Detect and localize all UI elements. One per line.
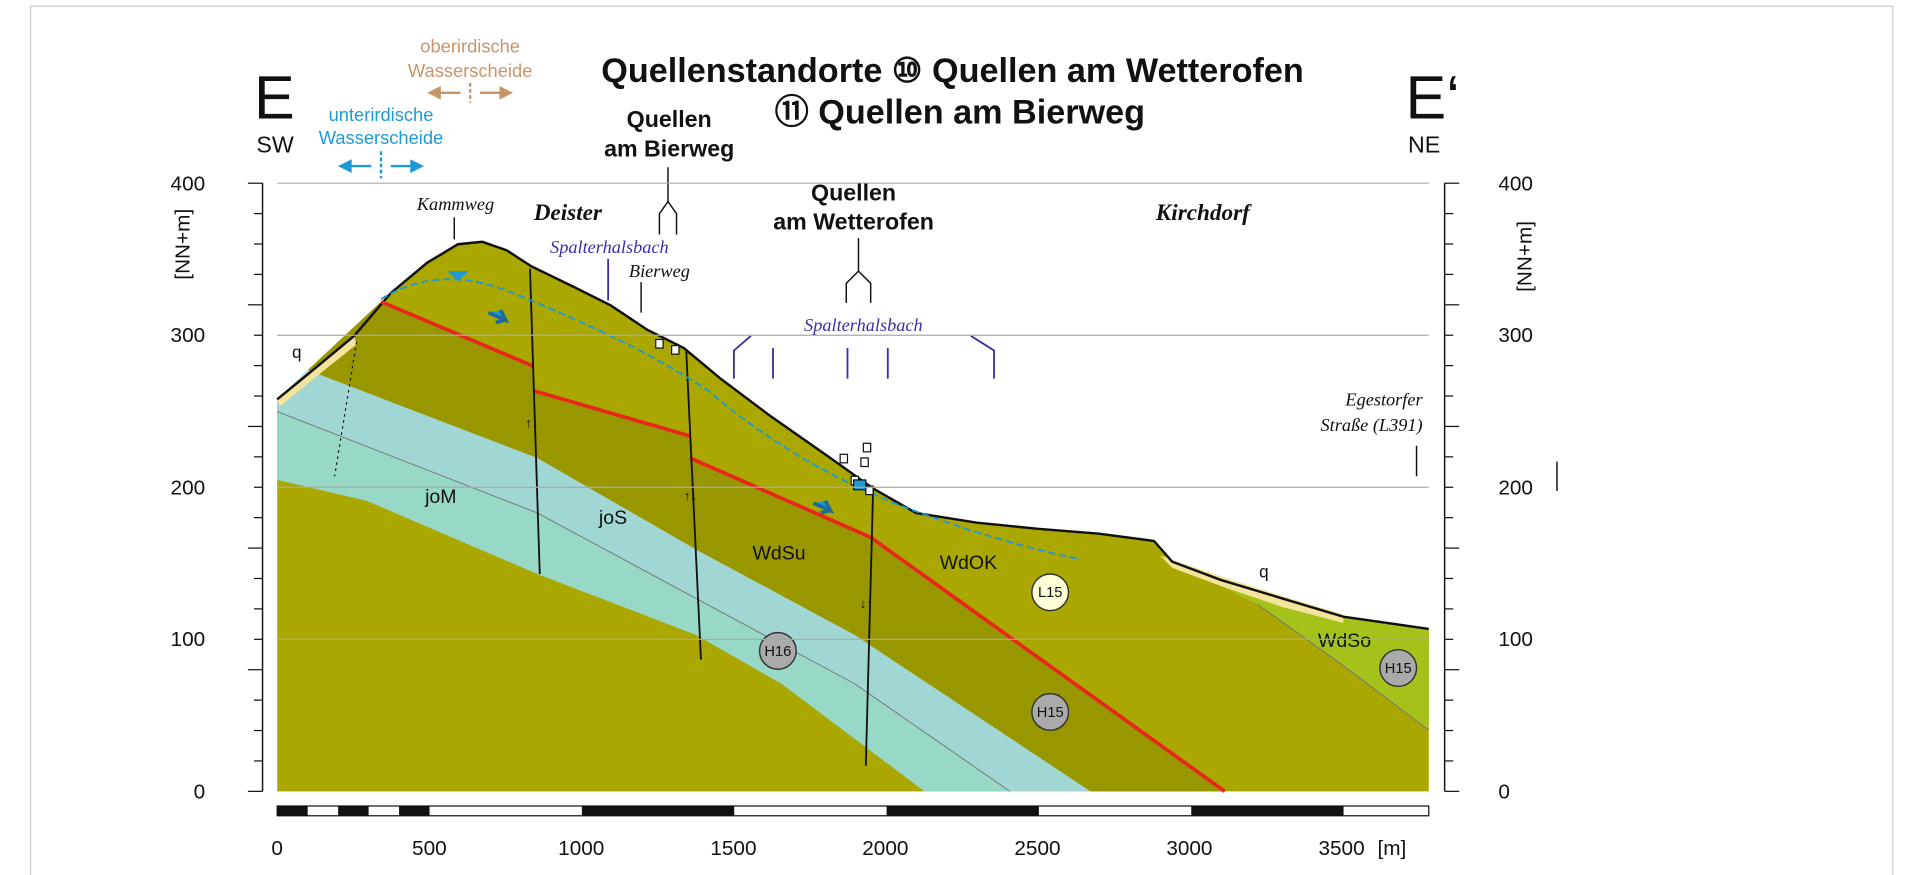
x-tick-label: 2500 <box>1014 837 1060 860</box>
shape <box>501 88 511 98</box>
divide-label: Wasserscheide <box>408 60 532 81</box>
formation-label: joS <box>598 507 627 529</box>
y-tick-label: 0 <box>1498 781 1510 804</box>
formation-label: WdSu <box>753 542 806 564</box>
y-tick-label: 400 <box>1498 173 1533 196</box>
shape <box>854 480 866 490</box>
x-tick-label: 3000 <box>1166 837 1212 860</box>
scale-bar-segment <box>399 806 429 816</box>
well-label: H16 <box>764 644 791 660</box>
y-tick-label: 0 <box>194 781 206 804</box>
divide-label: oberirdische <box>420 36 520 57</box>
shape <box>672 346 679 355</box>
scale-bar-segment <box>338 806 368 816</box>
x-tick-label: 3500 <box>1318 837 1364 860</box>
well-label: H15 <box>1037 705 1064 721</box>
shape <box>846 238 870 303</box>
well-label: H15 <box>1385 661 1412 677</box>
shape <box>341 161 351 171</box>
y-tick-label: 200 <box>1498 477 1533 500</box>
y-tick-label: 100 <box>171 628 206 651</box>
scale-bar-segment <box>1191 806 1343 816</box>
shape <box>430 88 440 98</box>
springs-label: Quellen <box>811 179 896 205</box>
y-tick-label: 400 <box>171 173 206 196</box>
shape <box>863 443 870 452</box>
divide-label: Wasserscheide <box>319 127 443 148</box>
shape: ↑↓ <box>684 489 697 504</box>
shape: ↓↑ <box>860 596 873 611</box>
x-tick-label: 2000 <box>862 837 908 860</box>
q-label: q <box>292 343 301 362</box>
y-axis-label: [NN+m] <box>1513 221 1536 292</box>
springs-label: Quellen <box>627 106 712 132</box>
shape <box>861 458 868 467</box>
divide-label: unterirdische <box>329 104 434 125</box>
x-tick-label: 500 <box>412 837 447 860</box>
y-axis-label: [NN+m] <box>171 209 194 280</box>
well-label: L15 <box>1038 585 1062 601</box>
shape <box>412 161 422 171</box>
shape <box>659 167 676 234</box>
q-label: q <box>1259 563 1268 582</box>
divide-arrows <box>341 151 422 178</box>
shape: unterirdische Wasserscheide <box>319 104 443 148</box>
place: Egestorfer <box>1344 389 1423 409</box>
section-letter: E‘ <box>1406 63 1460 131</box>
x-tick-label: 0 <box>271 837 283 860</box>
scale-bar-segment <box>277 806 307 816</box>
page: {"title":{"line1":"Quellenstandorte ⑩ Qu… <box>0 0 1905 875</box>
direction: NE <box>1408 132 1440 158</box>
title: Quellenstandorte ⑩ Quellen am Wetterofen <box>601 52 1303 90</box>
shape: 0 500 1000 1500 2000 2500 3000 3500 <box>271 837 1364 860</box>
y-tick-label: 300 <box>171 324 206 347</box>
shape <box>656 339 663 348</box>
x-axis-unit: [m] <box>1377 837 1406 860</box>
scale-bar-segment <box>582 806 734 816</box>
scale-bar-segment <box>887 806 1039 816</box>
x-tick-label: 1500 <box>710 837 756 860</box>
place: Straße (L391) <box>1320 415 1422 436</box>
formation-label: WdSo <box>1318 630 1371 652</box>
y-tick-label: 300 <box>1498 324 1533 347</box>
cross-section: ↑↓ ↑↓ ↓↑ L15 H16 H15 H15 joM joS WdSu WdOK… <box>0 0 1905 875</box>
place: Kirchdorf <box>1155 200 1252 226</box>
y-tick-label: 100 <box>1498 628 1533 651</box>
place: Kammweg <box>416 194 494 214</box>
x-tick-label: 1000 <box>558 837 604 860</box>
shape: ↑↓ <box>525 415 538 430</box>
springs-label: am Bierweg <box>604 135 734 161</box>
section-letter: E <box>254 63 295 131</box>
formation-label: WdOK <box>940 552 997 574</box>
scale-bar <box>277 806 1429 816</box>
shape <box>840 454 847 463</box>
stream: Spalterhalsbach <box>550 237 669 257</box>
direction: SW <box>256 132 293 158</box>
y-tick-label: 200 <box>171 477 206 500</box>
title: ⑪ Quellen am Bierweg <box>775 93 1145 131</box>
divide-arrows <box>430 83 511 103</box>
place: Deister <box>533 200 603 226</box>
springs-label: am Wetterofen <box>773 209 934 235</box>
formation-label: joM <box>424 486 456 508</box>
stream: Spalterhalsbach <box>804 315 923 335</box>
shape: oberirdische Wasserscheide <box>408 36 532 81</box>
place: Bierweg <box>629 261 690 281</box>
